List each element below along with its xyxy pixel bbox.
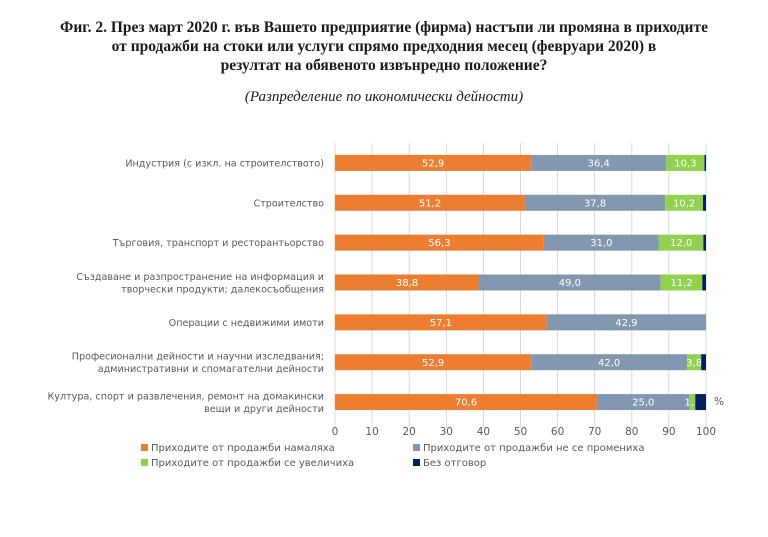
category-label: Култура, спорт и развлечения, ремонт на … [47,391,324,402]
legend-swatch [413,444,420,451]
x-tick-label: 0 [332,426,339,438]
legend-swatch [141,444,148,451]
x-axis-unit-label: % [714,396,724,408]
bars: 52,9 36,4 10,3 51,2 37,8 10,2 56,3 31,0 12,0 38,8… [335,154,706,411]
data-label: 37,8 [584,198,606,209]
bar-segment [689,394,696,411]
bar-segment [524,194,666,211]
x-tick-label: 80 [625,426,638,438]
legend: Приходите от продажби намаляха Приходите … [141,443,644,469]
bar-segment [658,234,704,251]
data-label: 11,2 [670,278,692,289]
data-label: 38,8 [396,278,418,289]
data-label: 70,6 [455,398,477,409]
legend-label: Приходите от продажби се увеличиха [151,458,354,469]
x-tick-labels: 0 10 20 30 40 50 60 70 80 90 100 [332,426,716,438]
x-tick-label: 70 [588,426,601,438]
category-label: административни и спомагателни дейности [98,364,324,375]
category-label: Професионални дейности и научни изследва… [72,351,324,362]
bar-segment [531,354,688,371]
bar-segment [702,274,706,291]
bar-segment [687,354,702,371]
legend-swatch [413,459,420,466]
bar-segment [478,274,661,291]
data-label: 57,1 [430,318,452,329]
bar-segment [335,274,479,291]
chart-title-line: Фиг. 2. През март 2020 г. във Вашето пре… [60,19,708,36]
x-tick-label: 100 [696,426,716,438]
bar-segment [543,234,659,251]
bar-segment [335,394,597,411]
x-tick-label: 20 [403,426,416,438]
category-label: Създаване и разпространение на информаци… [76,272,324,283]
bar-segment [701,354,706,371]
data-label: 52,9 [422,159,444,170]
chart-title: Фиг. 2. През март 2020 г. във Вашето пре… [0,18,768,75]
data-label: 49,0 [559,278,581,289]
category-label: Операции с недвижими имоти [169,318,324,329]
category-labels: Индустрия (с изкл. на строителството) Стр… [47,158,324,414]
bar-segment [335,234,544,251]
category-label: Търговия, транспорт и ресторантьорство [112,238,324,249]
legend-label: Приходите от продажби не се промениха [423,443,644,454]
category-label: Индустрия (с изкл. на строителството) [125,158,324,169]
chart-title-line: от продажби на стоки или услуги спрямо п… [111,38,657,55]
x-tick-label: 30 [440,426,453,438]
chart-subtitle: (Разпределение по икономически дейности) [244,89,524,105]
data-label: 36,4 [588,159,610,170]
category-label: творчески продукти; далекосъобщения [121,284,324,295]
data-label: 12,0 [670,238,692,249]
data-label: 42,0 [598,358,620,369]
bar-segment [703,234,706,251]
bar-segment [546,314,706,331]
data-label: 56,3 [428,238,450,249]
data-label: 51,2 [419,198,441,209]
bar-segment [704,154,706,171]
data-label: 31,0 [590,238,612,249]
bar-segment [596,394,690,411]
data-label: 42,9 [615,318,637,329]
bar-segment [695,394,706,411]
data-label: 10,3 [674,159,696,170]
bar-segment [335,314,547,331]
data-label: 3,8 [686,358,702,369]
bar-segment [660,274,703,291]
x-tick-label: 90 [662,426,675,438]
data-label: 10,2 [673,198,695,209]
bar-segment [666,154,705,171]
chart-title-line: резултат на обявеното извънредно положен… [220,57,548,74]
data-label: 25,0 [632,398,654,409]
x-tick-label: 40 [477,426,490,438]
data-label: 1,5 [685,398,701,409]
x-tick-label: 60 [551,426,564,438]
bar-segment [335,354,532,371]
bar-segment [335,194,525,211]
category-label: Строителство [254,198,325,209]
x-tick-label: 50 [514,426,527,438]
category-label: вещи и други дейности [204,404,324,415]
legend-label: Без отговор [423,458,486,469]
bar-segment [703,194,706,211]
data-label: 52,9 [422,358,444,369]
legend-swatch [141,459,148,466]
legend-label: Приходите от продажби намаляха [151,443,335,454]
bar-segment [531,154,667,171]
bar-segment [335,154,532,171]
bar-segment [665,194,704,211]
x-tick-label: 10 [365,426,378,438]
